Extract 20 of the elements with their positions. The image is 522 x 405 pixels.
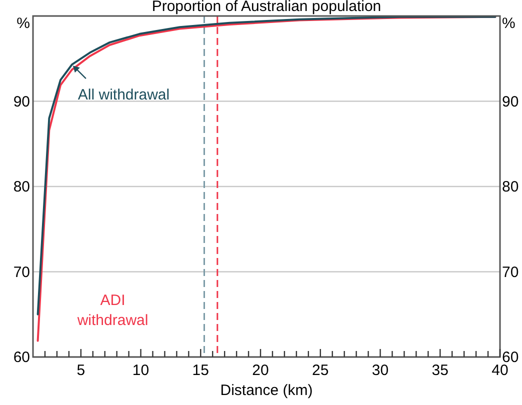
x-tick-label: 20 (252, 362, 269, 379)
x-tick-label: 15 (192, 362, 209, 379)
y-tick-label: 80 (13, 178, 30, 196)
x-tick-label: 30 (372, 362, 389, 379)
y-tick-label: 90 (13, 93, 30, 110)
y-tick-label: 70 (13, 264, 30, 281)
x-axis-title: Distance (km) (220, 382, 313, 399)
y2-tick-label: 90 (502, 93, 519, 110)
x-tick-label: 10 (132, 362, 150, 379)
y2-tick-label: 70 (502, 264, 519, 281)
text: ADI withdrawal (76, 292, 148, 329)
legend-label: All withdrawal (78, 86, 170, 104)
x-tick-label: 35 (432, 362, 448, 379)
chart-title: Proportion of Australian population (152, 0, 382, 15)
y-tick-label: 60 (13, 349, 30, 366)
y2-axis-title: % (502, 15, 516, 32)
y2-tick-label: 80 (502, 178, 519, 196)
x-tick-label: 5 (76, 362, 86, 379)
x-tick-label: 25 (312, 362, 329, 379)
y-axis-title: % (16, 15, 30, 32)
